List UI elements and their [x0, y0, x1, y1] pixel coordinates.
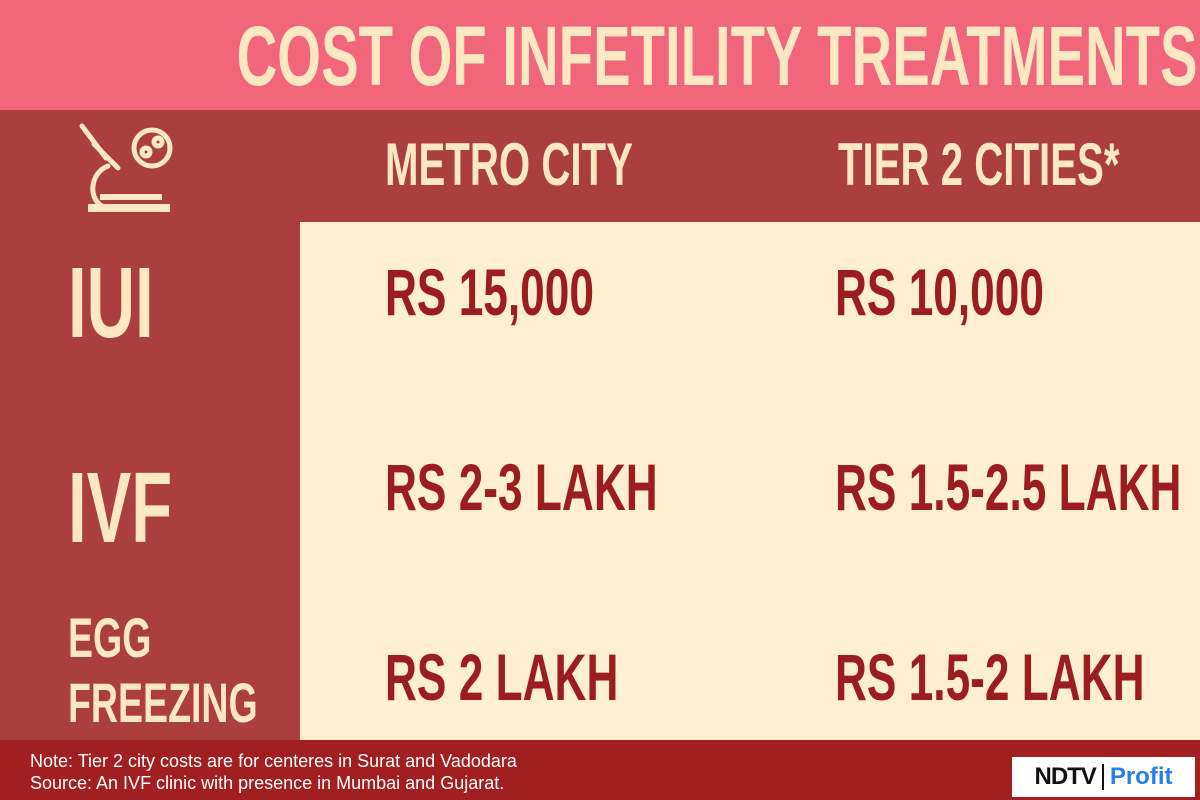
footer-bar — [0, 740, 1200, 800]
cell: RS 1.5-2 LAKH — [835, 640, 1145, 714]
row-label-wrap: EGG FREEZING — [68, 605, 388, 735]
header-row — [0, 110, 1200, 222]
logo: NDTV Profit — [1012, 757, 1195, 797]
title: COST OF INFETILITY TREATMENTS — [236, 9, 1198, 103]
col-head-wrap: METRO CITY — [385, 135, 755, 195]
cell-wrap: RS 2 LAKH — [385, 644, 733, 710]
row-label: IUI — [68, 247, 154, 359]
logo-product: Profit — [1109, 763, 1173, 790]
cell-wrap: RS 1.5-2 LAKH — [835, 644, 1200, 710]
row-label-wrap: IVF — [68, 458, 224, 558]
cell: RS 10,000 — [835, 255, 1044, 329]
col-head-wrap: TIER 2 CITIES* — [838, 135, 1200, 195]
title-bar — [0, 0, 1200, 110]
logo-brand: NDTV — [1034, 763, 1096, 790]
cell: RS 2 LAKH — [385, 640, 619, 714]
column-header: METRO CITY — [385, 131, 633, 198]
cell: RS 1.5-2.5 LAKH — [835, 450, 1182, 524]
row-label-wrap: IUI — [68, 253, 196, 353]
cell-wrap: RS 10,000 — [835, 259, 1147, 325]
label-column — [0, 222, 300, 740]
logo-divider — [1101, 764, 1104, 790]
footer-note: Source: An IVF clinic with presence in M… — [30, 773, 505, 793]
cell: RS 15,000 — [385, 255, 594, 329]
cell-wrap: RS 2-3 LAKH — [385, 454, 792, 520]
cell-wrap: RS 15,000 — [385, 259, 697, 325]
footer-notes: Note: Tier 2 city costs are for centeres… — [30, 750, 517, 794]
footer-note: Note: Tier 2 city costs are for centeres… — [30, 751, 517, 771]
title-wrap: COST OF INFETILITY TREATMENTS — [0, 14, 1200, 98]
cell: RS 2-3 LAKH — [385, 450, 658, 524]
row-label: EGG FREEZING — [68, 606, 258, 734]
column-header: TIER 2 CITIES* — [838, 131, 1120, 198]
cell-wrap: RS 1.5-2.5 LAKH — [835, 454, 1200, 520]
microscope-icon — [79, 123, 173, 212]
row-label: IVF — [68, 452, 173, 564]
